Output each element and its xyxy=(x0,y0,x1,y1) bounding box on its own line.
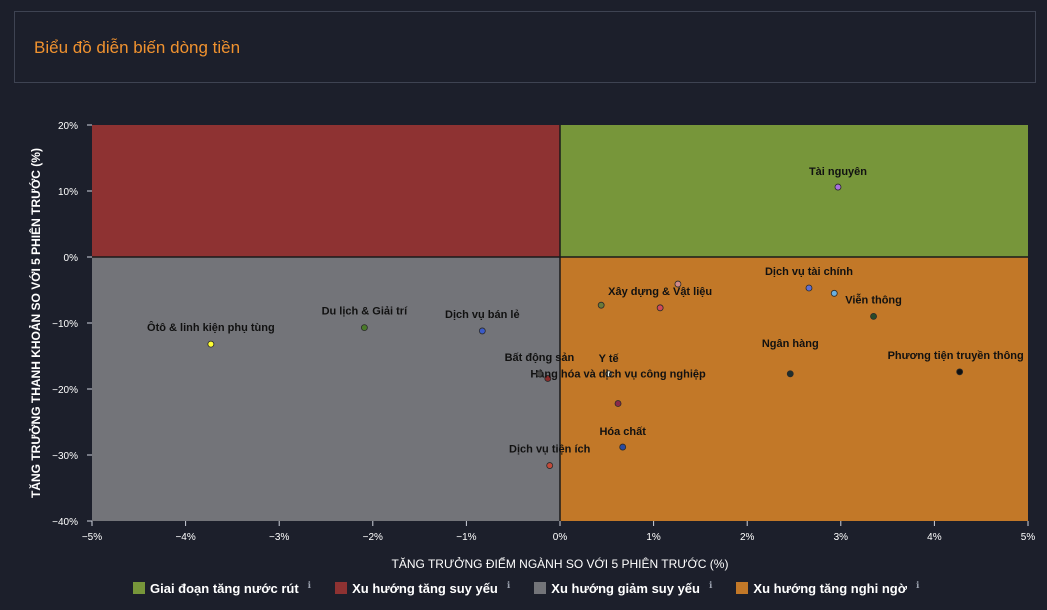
y-axis-title: TĂNG TRƯỞNG THANH KHOẢN SO VỚI 5 PHIÊN T… xyxy=(28,148,43,498)
data-point xyxy=(544,375,552,382)
x-tick-label: −2% xyxy=(363,532,383,543)
legend-swatch xyxy=(534,582,547,594)
legend-item[interactable]: Xu hướng tăng suy yếu ℹ xyxy=(335,579,511,596)
data-point xyxy=(536,370,543,378)
x-tick-label: 1% xyxy=(646,532,661,543)
data-point xyxy=(956,368,964,376)
x-tick-label: −1% xyxy=(456,532,476,543)
legend-item[interactable]: Xu hướng giảm suy yếu ℹ xyxy=(534,579,713,596)
data-point xyxy=(207,340,215,348)
info-icon[interactable]: ℹ xyxy=(506,579,511,590)
data-label: Dịch vụ tiện ích xyxy=(509,444,591,456)
data-point xyxy=(786,370,794,378)
x-tick-label: 2% xyxy=(740,532,755,543)
data-point xyxy=(870,312,877,320)
legend-swatch xyxy=(335,582,348,594)
y-tick-label: −40% xyxy=(52,517,78,528)
legend-swatch xyxy=(736,582,749,594)
data-label: Phương tiện truyền thông xyxy=(888,350,1024,362)
legend-label: Giai đoạn tăng nước rút xyxy=(150,580,299,596)
x-tick-label: −5% xyxy=(82,532,102,543)
x-tick-label: −4% xyxy=(175,532,195,543)
y-tick-label: −20% xyxy=(52,385,78,396)
data-label: Xây dựng & Vật liệu xyxy=(608,286,712,298)
x-tick-label: 5% xyxy=(1021,532,1036,543)
data-label: Ôtô & linh kiện phụ tùng xyxy=(147,321,275,334)
y-tick-label: −30% xyxy=(52,451,78,462)
data-point xyxy=(805,284,813,292)
x-tick-label: 4% xyxy=(927,532,942,543)
data-point xyxy=(834,183,842,191)
y-tick-label: 20% xyxy=(58,121,78,132)
quadrant-2 xyxy=(92,257,560,521)
data-point xyxy=(478,327,486,335)
data-point xyxy=(546,462,554,469)
quadrant-3 xyxy=(560,257,1028,521)
data-label: Viễn thông xyxy=(845,293,902,306)
data-point xyxy=(597,301,605,309)
quadrant-1 xyxy=(92,125,560,257)
data-label: Hàng hóa và dịch vụ công nghiệp xyxy=(530,369,706,381)
data-point xyxy=(674,280,682,288)
info-icon[interactable]: ℹ xyxy=(307,579,312,590)
data-label: Ngân hàng xyxy=(762,338,819,350)
data-point xyxy=(614,400,622,407)
data-point xyxy=(656,304,664,312)
data-label: Bất động sản xyxy=(505,352,575,364)
data-label: Du lịch & Giải trí xyxy=(322,306,409,318)
legend-label: Xu hướng tăng suy yếu xyxy=(352,580,498,596)
y-tick-label: 0% xyxy=(64,253,79,264)
data-point xyxy=(605,370,613,378)
legend-swatch xyxy=(133,582,145,594)
data-label: Y tế xyxy=(599,353,620,365)
data-point xyxy=(830,289,838,297)
quadrant-0 xyxy=(560,125,1028,257)
legend-item[interactable]: Giai đoạn tăng nước rút ℹ xyxy=(133,579,312,596)
legend-label: Xu hướng giảm suy yếu xyxy=(551,580,700,596)
chart-legend: Giai đoạn tăng nước rút ℹ Xu hướng tăng su… xyxy=(133,578,943,598)
data-label: Dịch vụ tài chính xyxy=(765,266,853,278)
legend-item[interactable]: Xu hướng tăng nghi ngờ ℹ xyxy=(736,579,920,596)
x-tick-label: 0% xyxy=(553,532,568,543)
data-label: Hóa chất xyxy=(599,426,646,438)
x-axis-title: TĂNG TRƯỞNG ĐIỂM NGÀNH SO VỚI 5 PHIÊN TR… xyxy=(392,556,729,571)
data-label: Tài nguyên xyxy=(809,166,867,178)
y-tick-label: −10% xyxy=(52,319,78,330)
info-icon[interactable]: ℹ xyxy=(708,579,713,590)
y-tick-label: 10% xyxy=(58,187,78,198)
x-tick-label: 3% xyxy=(834,532,849,543)
x-tick-label: −3% xyxy=(269,532,289,543)
data-label: Dịch vụ bán lẻ xyxy=(445,309,520,321)
chart-card-header: Biểu đồ diễn biến dòng tiền xyxy=(14,11,1036,83)
info-icon[interactable]: ℹ xyxy=(915,579,920,590)
data-point xyxy=(360,324,368,332)
legend-label: Xu hướng tăng nghi ngờ xyxy=(753,580,907,596)
page-title: Biểu đồ diễn biến dòng tiền xyxy=(34,38,241,57)
data-point xyxy=(619,443,627,451)
